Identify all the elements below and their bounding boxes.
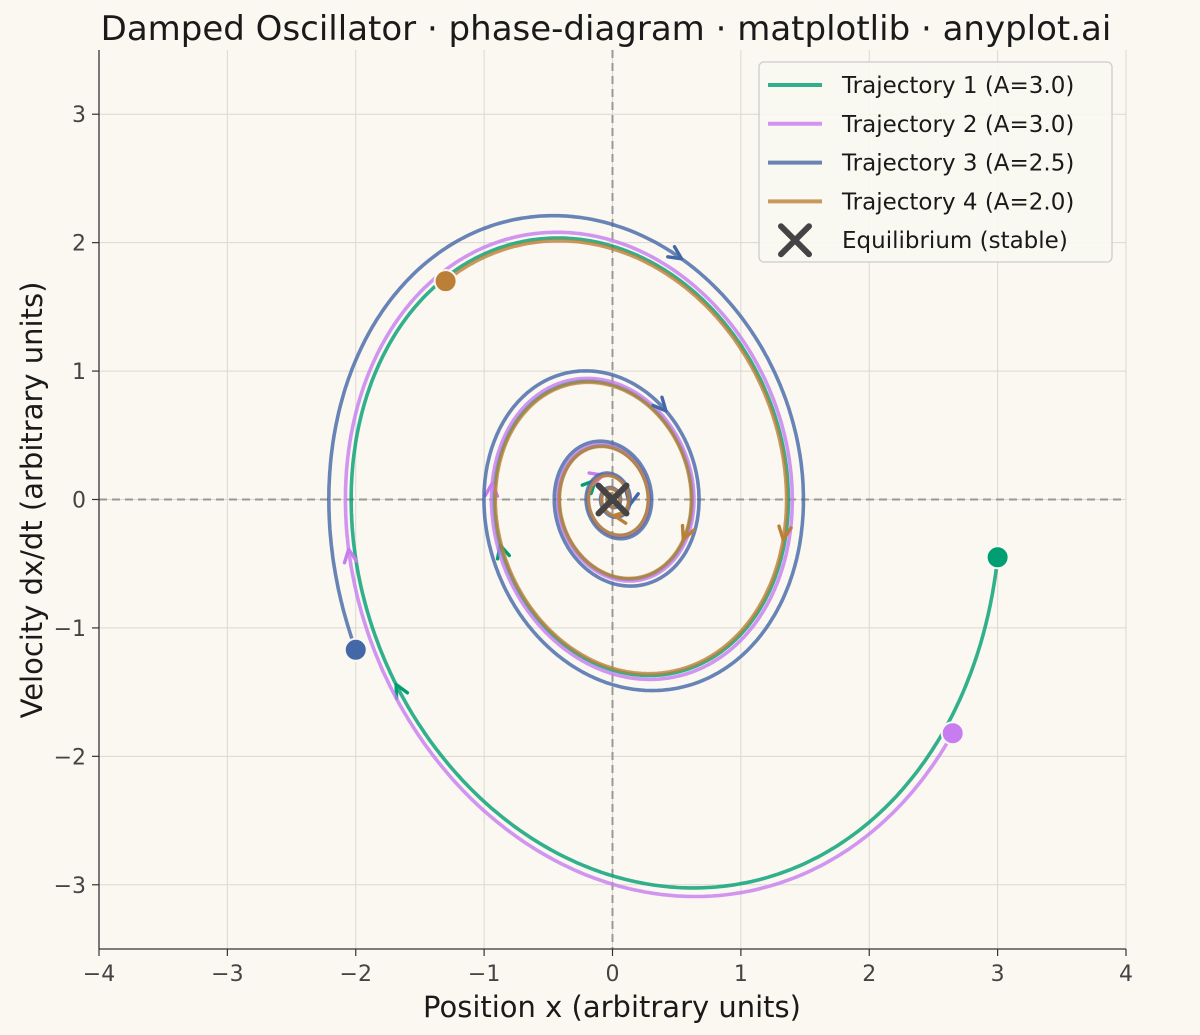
y-tick-label: 0: [72, 489, 86, 514]
legend-label: Trajectory 1 (A=3.0): [841, 73, 1074, 99]
legend-box: [758, 61, 1113, 263]
y-tick-label: −1: [54, 617, 86, 642]
equilibrium-marker: [595, 482, 630, 517]
start-point: [343, 637, 368, 662]
direction-arrow: [651, 395, 668, 413]
direction-arrow: [666, 245, 684, 261]
direction-arrow: [777, 524, 793, 542]
series-group: [327, 213, 1010, 899]
x-tick-label: 3: [991, 962, 1005, 987]
legend-item-4: Trajectory 4 (A=2.0): [768, 189, 1074, 215]
legend-item-3: Trajectory 3 (A=2.5): [768, 151, 1074, 177]
y-tick-label: −2: [54, 745, 86, 770]
legend-label: Trajectory 4 (A=2.0): [841, 189, 1074, 215]
x-tick-label: 0: [606, 962, 620, 987]
x-tick-label: −4: [83, 962, 115, 987]
chart-title: Damped Oscillator · phase-diagram · matp…: [101, 9, 1112, 49]
x-tick-label: −2: [340, 962, 372, 987]
direction-arrow: [394, 682, 410, 701]
legend-item-2: Trajectory 2 (A=3.0): [768, 112, 1074, 138]
legend-label: Trajectory 2 (A=3.0): [841, 112, 1074, 138]
y-tick-label: 3: [72, 103, 86, 128]
x-tick-label: −3: [211, 962, 243, 987]
equilibrium-cross-b: [595, 482, 630, 517]
y-tick-label: 1: [72, 360, 86, 385]
start-point: [985, 545, 1010, 570]
direction-arrow: [342, 547, 359, 565]
x-axis-label: Position x (arbitrary units): [423, 990, 801, 1024]
legend-label: Trajectory 3 (A=2.5): [841, 151, 1074, 177]
y-axis-label: Velocity dx/dt (arbitrary units): [15, 282, 49, 719]
y-tick-label: −3: [54, 874, 86, 899]
series-4: [433, 239, 793, 676]
trajectory-line: [444, 239, 789, 676]
start-point: [940, 721, 965, 746]
x-tick-label: −1: [468, 962, 500, 987]
legend-item-equilibrium: Equilibrium (stable): [778, 223, 1068, 258]
y-tick-label: 2: [72, 232, 86, 257]
start-point: [433, 269, 458, 294]
axes: −4 −3 −2 −1 0 1 2 3 4 −3 −2 −1 0 1 2 3: [54, 50, 1133, 987]
x-tick-label: 2: [862, 962, 876, 987]
legend: Trajectory 1 (A=3.0) Trajectory 2 (A=3.0)…: [758, 61, 1113, 263]
legend-swatch: [778, 223, 812, 258]
direction-arrow: [680, 523, 696, 542]
x-tick-label: 4: [1119, 962, 1133, 987]
legend-label: Equilibrium (stable): [842, 228, 1068, 254]
x-tick-label: 1: [734, 962, 748, 987]
legend-item-1: Trajectory 1 (A=3.0): [768, 73, 1074, 99]
